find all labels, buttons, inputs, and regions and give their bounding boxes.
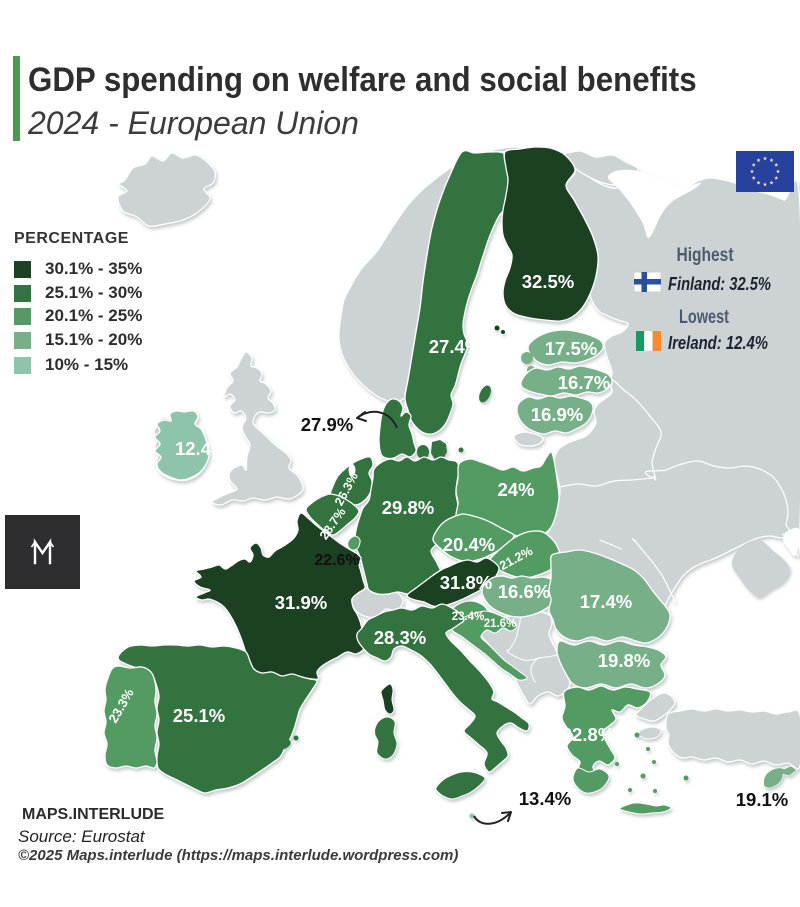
svg-text:31.8%: 31.8% <box>440 572 492 593</box>
svg-text:22.8%: 22.8% <box>562 724 614 745</box>
svg-text:Ireland: 12.4%: Ireland: 12.4% <box>668 333 768 353</box>
svg-text:19.8%: 19.8% <box>598 650 650 671</box>
svg-text:16.9%: 16.9% <box>531 404 583 425</box>
svg-text:Lowest: Lowest <box>679 307 730 328</box>
svg-text:27.9%: 27.9% <box>301 414 353 435</box>
svg-text:32.5%: 32.5% <box>522 271 574 292</box>
svg-text:21.6%: 21.6% <box>484 618 517 630</box>
svg-text:12.4: 12.4 <box>175 438 212 459</box>
svg-text:13.4%: 13.4% <box>519 788 571 809</box>
svg-text:22.6%: 22.6% <box>314 552 359 569</box>
svg-text:23.4%: 23.4% <box>452 611 485 623</box>
svg-text:19.1%: 19.1% <box>736 789 788 810</box>
svg-text:Finland: 32.5%: Finland: 32.5% <box>668 274 771 294</box>
svg-text:17.4%: 17.4% <box>580 591 632 612</box>
svg-text:24%: 24% <box>497 479 534 500</box>
svg-text:29.8%: 29.8% <box>382 497 434 518</box>
svg-text:25.1%: 25.1% <box>173 705 225 726</box>
svg-text:31.9%: 31.9% <box>275 592 327 613</box>
svg-text:Highest: Highest <box>677 245 735 266</box>
svg-text:16.7%: 16.7% <box>558 372 610 393</box>
svg-text:28.3%: 28.3% <box>374 627 426 648</box>
svg-text:27.4%: 27.4% <box>429 336 481 357</box>
svg-text:17.5%: 17.5% <box>545 338 597 359</box>
svg-text:16.6%: 16.6% <box>498 581 550 602</box>
svg-text:20.4%: 20.4% <box>443 534 495 555</box>
